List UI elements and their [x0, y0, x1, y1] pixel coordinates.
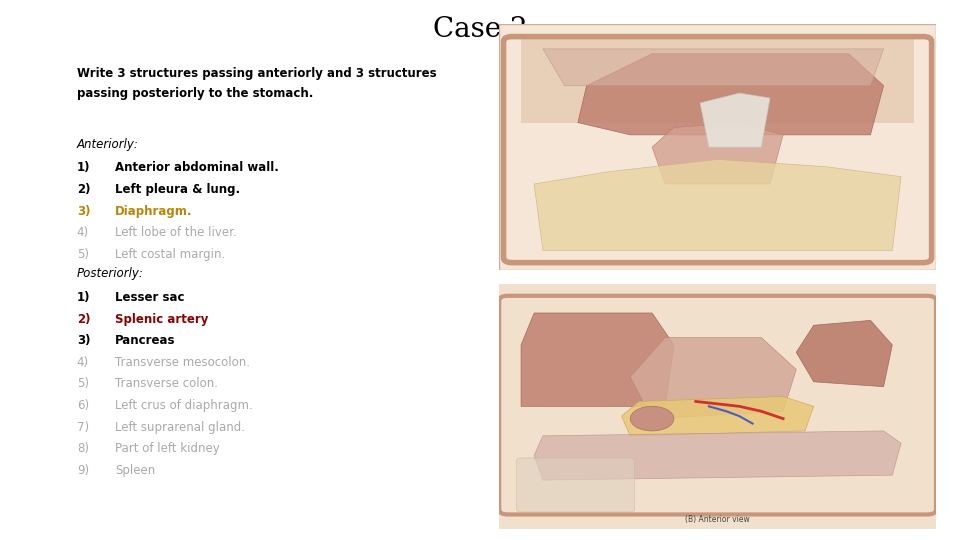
FancyBboxPatch shape — [499, 24, 936, 270]
Polygon shape — [578, 54, 883, 135]
Text: 3): 3) — [77, 205, 90, 218]
Text: Left costal margin.: Left costal margin. — [115, 248, 226, 261]
Text: Left pleura & lung.: Left pleura & lung. — [115, 183, 240, 196]
FancyBboxPatch shape — [499, 284, 936, 529]
Text: 9): 9) — [77, 464, 89, 477]
Text: 5): 5) — [77, 248, 88, 261]
Text: 2): 2) — [77, 183, 90, 196]
Text: Lesser sac: Lesser sac — [115, 291, 184, 304]
Polygon shape — [534, 159, 901, 251]
Text: Anterior abdominal wall.: Anterior abdominal wall. — [115, 161, 279, 174]
Polygon shape — [621, 396, 814, 436]
Polygon shape — [652, 123, 783, 184]
Text: Diaphragm.: Diaphragm. — [115, 205, 193, 218]
Text: 3): 3) — [77, 334, 90, 347]
Text: 4): 4) — [77, 356, 89, 369]
Text: Case 2: Case 2 — [433, 16, 527, 43]
Circle shape — [631, 406, 674, 431]
Text: Anteriorly:: Anteriorly: — [77, 138, 138, 151]
Text: Left crus of diaphragm.: Left crus of diaphragm. — [115, 399, 252, 412]
Text: Left lobe of the liver.: Left lobe of the liver. — [115, 226, 237, 239]
Polygon shape — [521, 37, 914, 123]
FancyBboxPatch shape — [516, 458, 635, 512]
Text: Transverse mesocolon.: Transverse mesocolon. — [115, 356, 251, 369]
Text: Left suprarenal gland.: Left suprarenal gland. — [115, 421, 245, 434]
Text: Splenic artery: Splenic artery — [115, 313, 208, 326]
Polygon shape — [631, 338, 796, 418]
Text: Write 3 structures passing anteriorly and 3 structures
passing posteriorly to th: Write 3 structures passing anteriorly an… — [77, 68, 437, 99]
Polygon shape — [700, 93, 770, 147]
Text: (B) Anterior view: (B) Anterior view — [685, 515, 750, 524]
Text: Pancreas: Pancreas — [115, 334, 176, 347]
Polygon shape — [534, 431, 901, 480]
Text: Transverse colon.: Transverse colon. — [115, 377, 218, 390]
Polygon shape — [796, 320, 893, 387]
Text: 1): 1) — [77, 291, 90, 304]
Text: 8): 8) — [77, 442, 88, 455]
Text: Spleen: Spleen — [115, 464, 156, 477]
Text: 7): 7) — [77, 421, 89, 434]
Text: Part of left kidney: Part of left kidney — [115, 442, 220, 455]
Polygon shape — [543, 49, 883, 86]
Text: Posteriorly:: Posteriorly: — [77, 267, 144, 280]
Text: 6): 6) — [77, 399, 89, 412]
Text: 1): 1) — [77, 161, 90, 174]
Polygon shape — [521, 313, 674, 406]
Text: 4): 4) — [77, 226, 89, 239]
Text: 2): 2) — [77, 313, 90, 326]
Text: 5): 5) — [77, 377, 88, 390]
